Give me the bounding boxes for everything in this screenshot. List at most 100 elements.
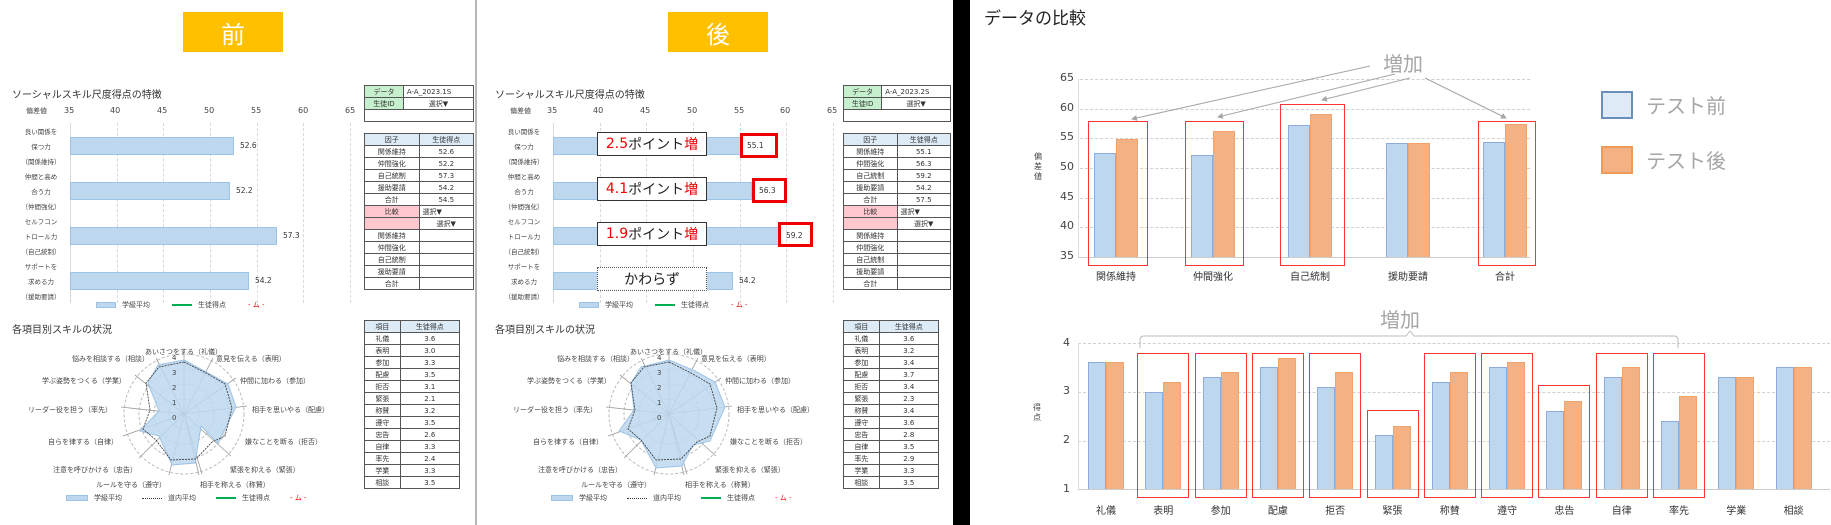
bar-before xyxy=(1259,367,1278,489)
factor-value: 52.6 xyxy=(240,141,257,150)
bar-after xyxy=(1220,372,1239,489)
bar-after xyxy=(1277,357,1296,489)
radar-chart: 0 1 2 3 4 xyxy=(605,351,733,476)
radar-section-title: 各項目別スキルの状況 xyxy=(12,325,112,336)
bar-before xyxy=(1661,420,1679,489)
highlight-box xyxy=(1481,353,1534,498)
factor-label: 仲間と高め 合う力 （仲間強化） xyxy=(504,173,544,211)
y-axis-label: 偏差値 xyxy=(1034,152,1042,181)
bar-after xyxy=(1507,362,1526,489)
highlight-box xyxy=(1595,353,1648,498)
factor-value: 55.1 xyxy=(747,141,764,150)
student-id-select[interactable]: 選択▼ xyxy=(402,97,475,110)
bar-after xyxy=(1679,396,1697,489)
compare-select[interactable]: 選択▼ xyxy=(418,205,474,218)
bar-after xyxy=(1106,362,1124,489)
factor-label: サポートを 求める力 （援助要請） xyxy=(21,263,61,301)
highlight-box xyxy=(1423,353,1476,498)
item-table: 項目 生徒得点 礼儀 3.6 表明 3.0 参加 3.3 配慮 3.5 拒否 3.1 緊張 2… xyxy=(364,320,461,489)
y-axis-label: 得点 xyxy=(1033,403,1041,422)
highlight-box xyxy=(1137,353,1190,498)
annotation-arrows xyxy=(1131,65,1507,121)
bar-before xyxy=(1775,367,1794,489)
compare-title: データの比較 xyxy=(984,9,1086,29)
factor-label: 仲間と高め 合う力 （仲間強化） xyxy=(21,173,61,211)
bar-after xyxy=(1736,376,1755,489)
highlight-box xyxy=(740,133,778,158)
factor-bar xyxy=(70,137,234,155)
student-id-select[interactable]: 選択▼ xyxy=(881,97,951,110)
category-label: 忠告 xyxy=(1554,506,1575,517)
highlight-box xyxy=(778,222,813,247)
highlight-box xyxy=(1088,121,1148,266)
category-label: 相談 xyxy=(1783,506,1804,517)
info-table: データ A-A_2023.2S 生徒ID 選択▼ xyxy=(842,85,951,122)
black-separator xyxy=(953,0,970,525)
category-label: 配慮 xyxy=(1267,506,1288,517)
highlight-box xyxy=(1653,353,1705,498)
after-panel: 後 ソーシャルスキル尺度得点の特徴 偏差値 35 40 45 50 55 60 … xyxy=(477,0,953,525)
compare-select-2[interactable]: 選択▼ xyxy=(896,217,951,230)
factor-value: 57.3 xyxy=(283,231,300,240)
bar-before xyxy=(1317,386,1336,489)
info-table: データ A-A_2023.1S 生徒ID 選択▼ xyxy=(364,85,475,122)
bar-before xyxy=(1489,367,1508,489)
category-label: 率先 xyxy=(1669,506,1689,517)
svg-text:4: 4 xyxy=(172,354,177,362)
category-label: 表明 xyxy=(1153,506,1174,517)
axis-label: 偏差値 xyxy=(26,107,47,115)
panel-divider xyxy=(475,0,477,525)
bar-after xyxy=(1793,367,1812,489)
highlight-box xyxy=(1251,353,1304,498)
factor-table: 因子 生徒得点 関係維持 55.1 仲間強化 56.3 自己統制 59.2 援助要請 54… xyxy=(843,133,951,290)
svg-text:1: 1 xyxy=(657,399,661,407)
bar-before xyxy=(1431,381,1450,489)
factor-label: 良い関係を 保つ力 （関係維持） xyxy=(21,128,61,166)
svg-text:2: 2 xyxy=(172,384,176,392)
radar-legend: 学級平均 道内平均 生徒得点 - ム - xyxy=(551,493,792,503)
bar-after xyxy=(1564,401,1583,489)
increase-callout: 1.9 ポイント増 xyxy=(597,222,707,246)
factor-bar xyxy=(70,227,277,245)
svg-text:3: 3 xyxy=(172,369,176,377)
category-label: 自律 xyxy=(1611,506,1632,517)
increase-annotation: 増加 xyxy=(1380,308,1420,332)
svg-text:2: 2 xyxy=(657,384,661,392)
highlight-box xyxy=(1185,121,1244,266)
annotation-bracket xyxy=(1139,330,1679,348)
category-label: 拒否 xyxy=(1325,506,1346,517)
before-panel: 前 ソーシャルスキル尺度得点の特徴 偏差値 35 40 45 50 55 60 … xyxy=(0,0,475,525)
factor-value: 52.2 xyxy=(236,186,253,195)
radar-chart: 0 1 2 3 4 xyxy=(120,351,248,476)
axis-label: 偏差値 xyxy=(510,107,531,115)
highlight-box xyxy=(1309,353,1362,498)
bar-before xyxy=(1546,411,1565,489)
bar-after xyxy=(1392,425,1411,489)
factor-value: 54.2 xyxy=(255,276,272,285)
bar-legend: 学級平均 生徒得点 - ム - xyxy=(96,300,265,310)
highlight-box xyxy=(1366,409,1419,498)
item-table: 項目 生徒得点 礼儀 3.6 表明 3.2 参加 3.4 配慮 3.7 拒否 3.4 緊張 2… xyxy=(843,320,940,489)
category-label: 称賛 xyxy=(1439,506,1460,517)
legend-before-swatch xyxy=(1601,91,1633,119)
bar-before xyxy=(1145,391,1164,489)
bar-after xyxy=(1621,367,1640,489)
factor-value: 59.2 xyxy=(786,231,803,240)
bar-after xyxy=(1163,381,1182,489)
highlight-box xyxy=(752,178,787,203)
highlight-box xyxy=(1538,385,1591,498)
compare-select-2[interactable]: 選択▼ xyxy=(418,217,474,230)
factor-bar xyxy=(70,182,230,200)
bar-before xyxy=(1088,362,1106,489)
bar-before xyxy=(1718,376,1737,489)
legend-after-swatch xyxy=(1601,146,1633,174)
increase-annotation: 増加 xyxy=(1383,52,1423,76)
factor-value: 56.3 xyxy=(759,186,776,195)
category-label: 礼儀 xyxy=(1096,506,1116,517)
highlight-box xyxy=(1478,121,1536,266)
bar-before xyxy=(1374,435,1393,489)
compare-panel: データの比較 偏差値 65 60 55 50 45 40 35 xyxy=(970,0,1831,525)
compare-select[interactable]: 選択▼ xyxy=(896,205,951,218)
svg-text:3: 3 xyxy=(657,369,661,377)
factor-label: セルフコン トロール力 （自己統制） xyxy=(504,218,544,256)
